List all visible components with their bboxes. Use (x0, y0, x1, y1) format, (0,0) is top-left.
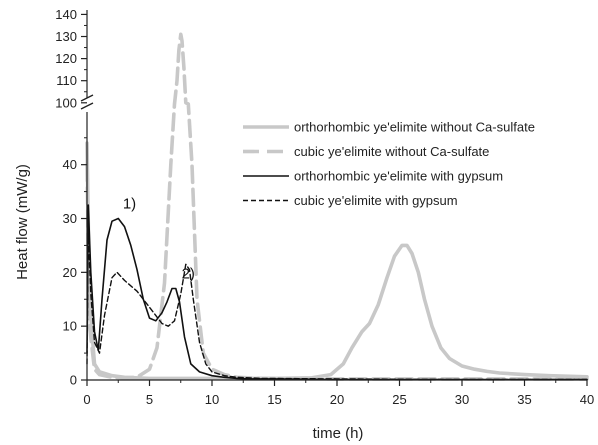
peak-annotation-2: 2) (182, 265, 195, 282)
peak-annotation-1: 1) (123, 195, 136, 212)
x-tick-label: 40 (580, 392, 594, 407)
x-tick-label: 15 (267, 392, 281, 407)
x-tick-label: 0 (83, 392, 90, 407)
x-axis-title: time (h) (313, 425, 364, 442)
legend-label-3: orthorhombic ye'elimite with gypsum (294, 169, 503, 184)
axes: 0 5 10 15 20 25 30 35 40 0 10 20 30 40 100 110 120 130 140 (55, 7, 594, 407)
legend-label-1: orthorhombic ye'elimite without Ca-sulfa… (294, 120, 535, 135)
x-tick-label: 25 (392, 392, 406, 407)
annotations: 1) 2) (123, 195, 195, 282)
y-tick-label: 0 (70, 373, 77, 388)
legend-label-4: cubic ye'elimite with gypsum (294, 193, 458, 208)
axis-break-mark (80, 102, 94, 110)
y-tick-label: 140 (55, 7, 77, 22)
axis-break-mark (80, 94, 94, 102)
x-tick-label: 5 (146, 392, 153, 407)
y-tick-label: 30 (63, 211, 77, 226)
y-tick-label: 100 (55, 95, 77, 110)
x-tick-label: 10 (205, 392, 219, 407)
y-tick-label: 10 (63, 319, 77, 334)
plot-lines (85, 32, 589, 381)
y-tick-label: 20 (63, 265, 77, 280)
legend-label-2: cubic ye'elimite without Ca-sulfate (294, 144, 489, 159)
legend: orthorhombic ye'elimite without Ca-sulfa… (243, 120, 535, 208)
y-axis-title: Heat flow (mW/g) (14, 164, 31, 280)
x-tick-label: 35 (517, 392, 531, 407)
y-tick-label: 120 (55, 51, 77, 66)
series-line-1 (85, 141, 589, 381)
series-line-3 (86, 204, 588, 381)
series-line-4 (86, 228, 588, 381)
x-tick-label: 30 (455, 392, 469, 407)
y-tick-label: 110 (56, 73, 77, 88)
y-tick-label: 130 (55, 29, 77, 44)
x-tick-label: 20 (330, 392, 344, 407)
y-tick-label: 40 (63, 157, 77, 172)
